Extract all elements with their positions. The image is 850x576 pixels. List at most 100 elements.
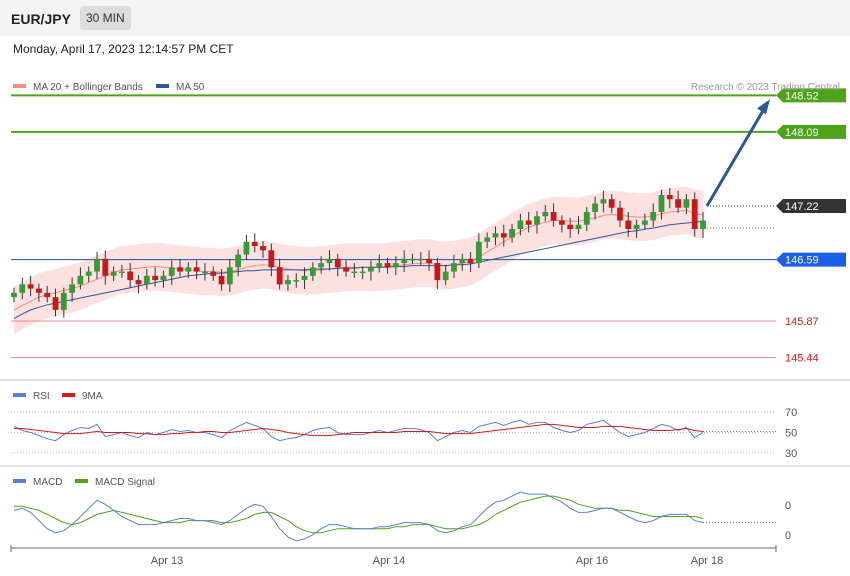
x-tick-label: Apr 14: [373, 555, 405, 567]
candle-body: [575, 224, 582, 229]
candle-body: [567, 224, 574, 229]
candle-body: [85, 271, 92, 276]
candle-body: [517, 220, 524, 229]
candle-body: [193, 267, 200, 272]
candle-body: [351, 271, 358, 274]
candle-body: [285, 280, 291, 285]
credit-label: Research © 2023 Trading Central: [691, 82, 840, 93]
candle-body: [152, 275, 159, 281]
candle-body: [409, 258, 416, 261]
support-label: 145.87: [785, 316, 819, 328]
candle-body: [268, 250, 275, 268]
x-tick-label: Apr 13: [151, 555, 183, 567]
candle-body: [675, 199, 682, 208]
x-tick-label: Apr 18: [691, 555, 723, 567]
candle-body: [334, 258, 341, 268]
timeframe-button[interactable]: 30 MIN: [80, 6, 131, 30]
macd-tick-label: 0: [785, 500, 791, 512]
support-label: 145.44: [785, 353, 819, 365]
resistance-label: 148.09: [785, 127, 819, 139]
candle-body: [459, 258, 466, 264]
rsi-legend-label: 9MA: [82, 391, 103, 402]
candle-body: [525, 220, 532, 225]
legend-swatch: [156, 84, 169, 88]
macd-legend-label: MACD Signal: [95, 477, 155, 488]
candle-body: [143, 275, 150, 285]
macd-tick-label: 0: [785, 530, 791, 542]
candle-body: [276, 267, 283, 285]
candle-body: [102, 258, 109, 276]
candle-body: [251, 241, 258, 247]
current-price-tag: [776, 199, 846, 214]
candle-body: [218, 275, 225, 285]
datetime-label: Monday, April 17, 2023 12:14:57 PM CET: [13, 42, 234, 56]
candle-body: [19, 284, 26, 293]
candle-body: [260, 246, 266, 251]
candle-body: [700, 220, 706, 229]
candle-body: [492, 233, 499, 238]
candle-body: [343, 267, 349, 272]
candle-body: [417, 258, 424, 261]
candle-body: [243, 241, 250, 255]
rsi-line: [13, 419, 704, 442]
projection-arrow-head: [757, 99, 770, 115]
macd-line: [13, 491, 704, 542]
rsi-legend-label: RSI: [33, 391, 50, 402]
candle-body: [359, 271, 366, 274]
candle-body: [44, 292, 51, 298]
candles: [11, 188, 706, 318]
candle-body: [467, 258, 474, 264]
candle-body: [500, 233, 507, 238]
rsi-legend-swatch: [62, 393, 75, 397]
rsi-tick-label: 30: [785, 448, 797, 460]
candle-body: [392, 263, 399, 268]
legend-swatch: [13, 84, 26, 88]
candle-body: [534, 216, 540, 225]
candle-body: [185, 267, 192, 272]
candle-body: [509, 229, 515, 238]
candle-body: [110, 271, 117, 276]
candle-body: [119, 271, 125, 274]
candle-body: [583, 211, 590, 225]
candle-body: [592, 203, 598, 212]
candle-body: [168, 267, 175, 276]
candle-body: [384, 263, 391, 268]
candle-body: [52, 297, 59, 310]
resistance-tag: [776, 88, 846, 103]
candle-body: [658, 194, 665, 212]
candle-body: [94, 258, 100, 272]
candle-body: [210, 271, 217, 276]
rsi-9ma-line: [14, 423, 704, 437]
pivot-label: 146.59: [785, 255, 819, 267]
candle-body: [600, 199, 607, 204]
resistance-tag: [776, 124, 846, 139]
candle-body: [35, 288, 42, 293]
candle-body: [301, 275, 308, 281]
candle-body: [77, 275, 84, 285]
candle-body: [27, 284, 34, 289]
candle-body: [683, 199, 690, 208]
candle-body: [633, 224, 640, 229]
candle-body: [426, 258, 432, 264]
candle-body: [177, 267, 183, 272]
candle-body: [376, 263, 383, 268]
candle-body: [202, 271, 208, 274]
candle-body: [451, 263, 457, 272]
ma50-line: [13, 220, 704, 319]
candle-body: [226, 267, 233, 285]
current-price-label: 147.22: [785, 201, 819, 213]
candle-body: [666, 194, 673, 200]
candle-body: [617, 207, 623, 221]
macd-legend-swatch: [13, 479, 26, 483]
x-tick-label: Apr 16: [576, 555, 608, 567]
candle-body: [650, 211, 657, 221]
candle-body: [127, 271, 134, 281]
candle-body: [401, 258, 408, 264]
candle-body: [691, 199, 698, 229]
candle-body: [235, 254, 242, 268]
candle-body: [293, 280, 300, 282]
rsi-tick-label: 70: [785, 407, 797, 419]
candle-body: [442, 271, 449, 281]
candle-body: [160, 275, 167, 281]
symbol-title: EUR/JPY: [11, 11, 71, 27]
